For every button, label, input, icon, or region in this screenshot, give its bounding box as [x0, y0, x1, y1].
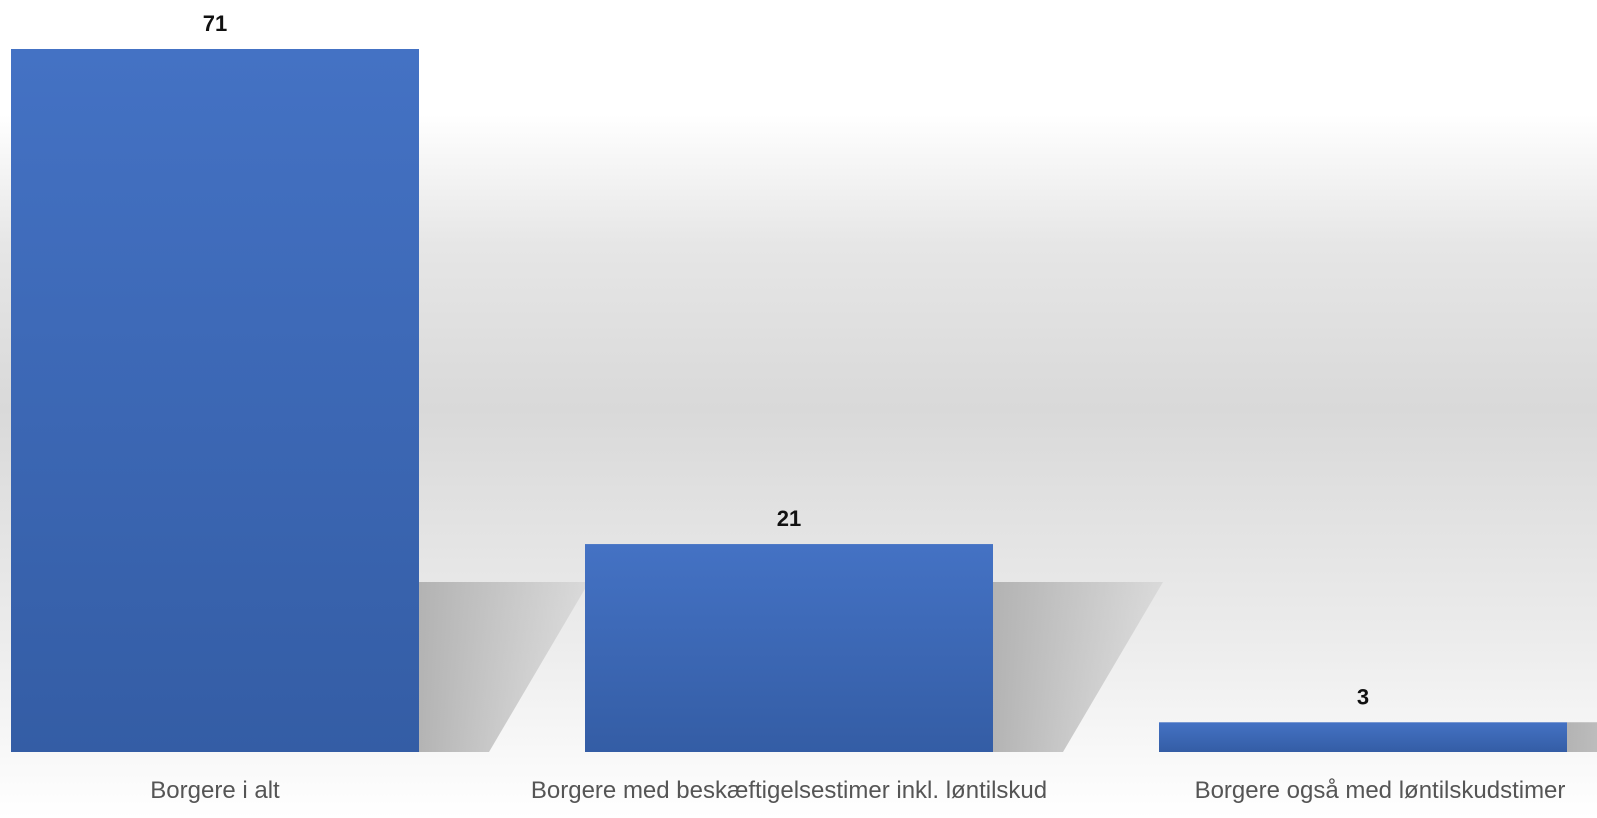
- bar-shadow: [993, 582, 1163, 752]
- category-label: Borgere med beskæftigelsestimer inkl. lø…: [531, 777, 1047, 804]
- bar-shadow: [419, 582, 589, 752]
- bars: [11, 49, 1567, 752]
- bar: [1159, 722, 1567, 752]
- category-labels: Borgere i alt Borgere med beskæftigelsest…: [150, 777, 1565, 804]
- bar-shadow: [1567, 722, 1597, 752]
- data-label: 3: [1357, 684, 1369, 709]
- bar: [585, 544, 993, 752]
- bar-shadows: [419, 582, 1597, 752]
- value-labels: 71 21 3: [203, 11, 1369, 709]
- bar: [11, 49, 419, 752]
- category-label: Borgere i alt: [150, 777, 280, 804]
- data-label: 71: [203, 11, 227, 36]
- category-label: Borgere også med løntilskudstimer: [1195, 777, 1566, 804]
- data-label: 21: [777, 506, 801, 531]
